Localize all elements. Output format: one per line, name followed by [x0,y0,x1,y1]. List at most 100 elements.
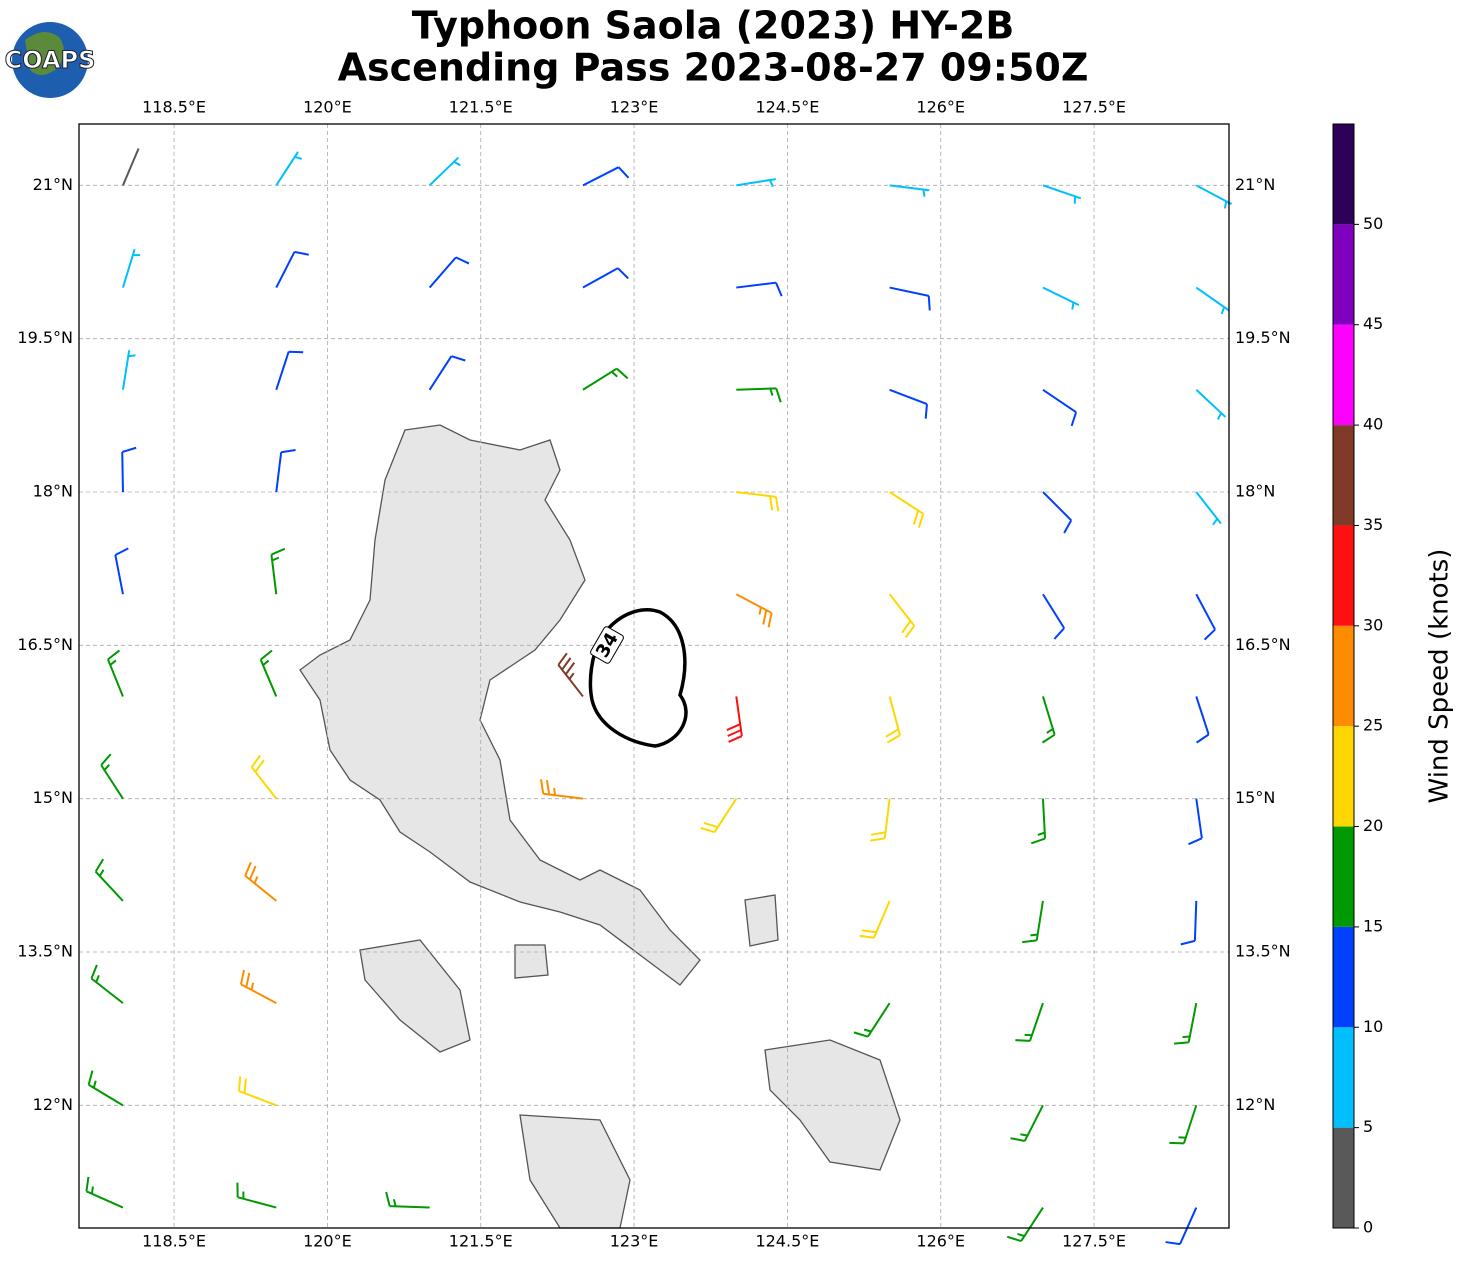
wind-barb [1015,1002,1044,1042]
wind-barb [1195,286,1230,315]
y-tick-label: 18°N [1235,482,1275,501]
wind-barb [889,491,925,528]
y-tick-label: 12°N [1235,1095,1275,1114]
x-tick-label: 121.5°E [449,98,513,117]
contour-34kt [588,608,688,748]
colorbar-segment [1333,726,1354,827]
colorbar-segment [1333,525,1354,626]
wind-barb [275,151,303,186]
x-tick-label: 120°E [303,98,352,117]
x-tick-label: 121.5°E [449,1232,513,1251]
wind-barb [853,1002,891,1038]
samar [764,1039,901,1171]
colorbar-tick-label: 40 [1363,415,1383,434]
colorbar-tick-label: 5 [1363,1117,1373,1136]
wind-barb [870,798,891,842]
wind-barb [889,184,930,197]
wind-barb [889,388,928,419]
y-tick-label: 16.5°N [17,635,73,654]
y-tick-label: 19.5°N [1235,328,1291,347]
colorbar: 0 5 10 15 20 25 30 35 40 45 50 [1332,123,1383,1237]
wind-barb [736,387,782,403]
colorbar-segment [1333,1027,1354,1128]
wind-barb [1165,1207,1198,1246]
wind-barb [888,593,916,639]
wind-barb [1030,798,1047,845]
grid [79,124,1229,1228]
logo-land [25,31,64,75]
logo-text: COAPS [5,46,96,74]
colorbar-tick-label: 45 [1363,314,1383,333]
barbs [85,148,1233,1246]
wind-barb [239,969,277,1004]
wind-barb [250,754,278,800]
wind-barb [1041,696,1056,744]
x-tick-label: 127.5°E [1062,98,1126,117]
map-background [79,124,1229,1228]
wind-barb [736,281,783,297]
map-frame [78,123,1230,1229]
colorbar-segment [1333,224,1354,325]
luzon [299,424,701,986]
wind-barb [582,267,629,289]
y-tick-label: 21°N [1235,175,1275,194]
wind-barb [1042,593,1065,640]
colorbar-segment [1333,826,1354,927]
y-tick-label: 16.5°N [1235,635,1291,654]
wind-barb [100,753,124,800]
colorbar-tick-label: 30 [1363,615,1383,634]
wind-barb [700,798,738,834]
wind-barb [114,547,129,595]
wind-barb [107,649,124,697]
catanduanes [744,894,779,947]
wind-barb [1022,900,1044,944]
wind-barb [885,696,901,744]
y-tick-label: 13.5°N [1235,942,1291,961]
mindoro [359,939,471,1053]
wind-barb [859,900,891,939]
wind-barb [236,1182,277,1209]
colorbar-tick-label: 10 [1363,1017,1383,1036]
wind-barb [122,148,140,186]
colorbar-tick-label: 35 [1363,515,1383,534]
chart-title: Typhoon Saola (2023) HY-2B [412,4,1015,48]
x-tick-label: 124.5°E [755,1232,819,1251]
y-tick-label: 19.5°N [17,328,73,347]
wind-barb [1010,1104,1044,1142]
wind-barb [582,166,630,187]
wind-barb [121,446,137,493]
wind-barb [1006,1207,1044,1243]
wind-barb [428,156,461,187]
wind-barb [1195,389,1227,420]
wind-barb [270,547,286,595]
x-tick-label: 126°E [916,1232,965,1251]
wind-barb [889,286,931,311]
wind-barb [582,367,629,391]
wind-barb [540,779,584,800]
colorbar-tick-label: 15 [1363,916,1383,935]
wind-barb [244,861,277,902]
wind-barb [736,491,780,512]
x-tick-label: 123°E [610,1232,659,1251]
wind-barb [735,593,773,628]
colorbar-segment [1333,324,1354,426]
colorbar-tick-label: 20 [1363,816,1383,835]
wind-barb [121,249,141,288]
wind-barb [87,1070,124,1107]
wind-barb [121,350,136,390]
y-tick-label: 13.5°N [17,942,73,961]
x-tick-label: 118.5°E [142,98,206,117]
y-tick-label: 12°N [33,1095,73,1114]
colorbar-segment [1333,926,1354,1028]
x-tick-label: 127.5°E [1062,1232,1126,1251]
chart-subtitle: Ascending Pass 2023-08-27 09:50Z [338,46,1089,90]
wind-barb [85,1176,124,1209]
x-tick-label: 126°E [916,98,965,117]
wind-barb [1195,696,1210,744]
wind-barb [1188,798,1203,846]
wind-barb [275,250,309,289]
wind-barb [385,1191,430,1209]
logo: COAPS [4,22,96,98]
wind-barb [1042,491,1073,534]
